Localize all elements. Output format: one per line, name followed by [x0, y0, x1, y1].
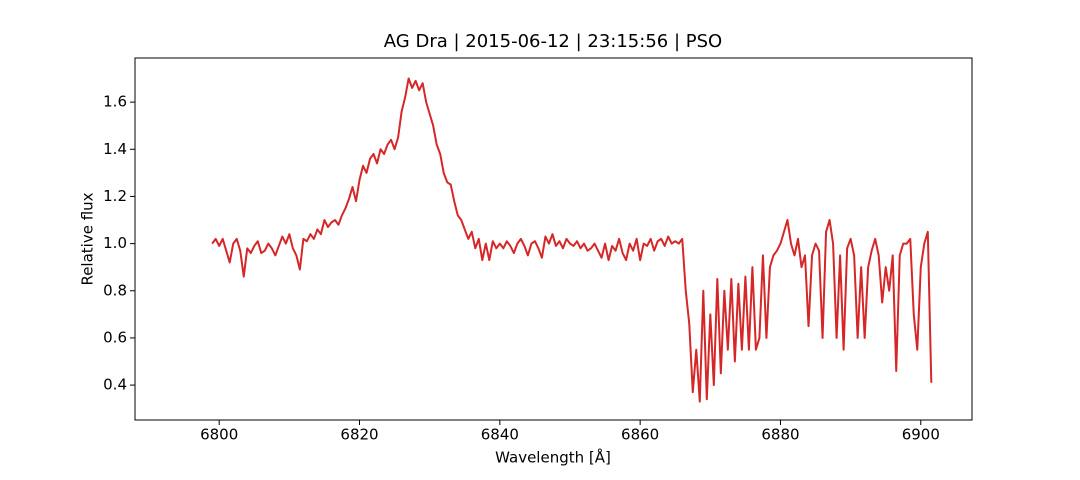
x-tick-label: 6800 — [200, 426, 238, 444]
x-tick-label: 6900 — [902, 426, 940, 444]
y-tick-label: 1.0 — [103, 234, 127, 252]
y-axis-label: Relative flux — [79, 192, 97, 285]
spectrum-line — [211, 77, 933, 403]
y-tick-label: 1.4 — [103, 140, 127, 158]
y-tick-label: 0.6 — [103, 328, 127, 346]
y-tick-label: 1.6 — [103, 93, 127, 111]
y-tick-label: 1.2 — [103, 187, 127, 205]
y-tick-label: 0.8 — [103, 281, 127, 299]
x-tick-label: 6840 — [481, 426, 519, 444]
x-axis-label: Wavelength [Å] — [495, 448, 611, 467]
y-tick-label: 0.4 — [103, 376, 127, 394]
x-tick-label: 6860 — [621, 426, 659, 444]
x-tick-label: 6820 — [340, 426, 378, 444]
chart-title: AG Dra | 2015-06-12 | 23:15:56 | PSO — [384, 31, 722, 52]
plot-frame — [134, 57, 973, 421]
x-tick-label: 6880 — [761, 426, 799, 444]
